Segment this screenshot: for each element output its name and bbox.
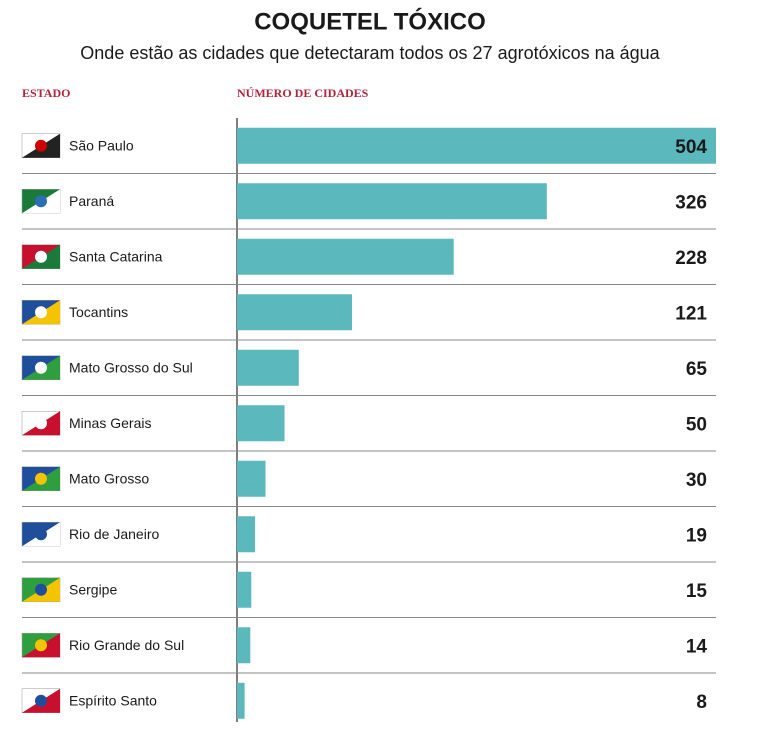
value-label: 228 bbox=[675, 248, 707, 269]
category-label: Rio de Janeiro bbox=[69, 526, 159, 542]
category-label: Minas Gerais bbox=[69, 415, 151, 431]
value-label: 65 bbox=[686, 359, 708, 380]
flag bbox=[35, 195, 47, 208]
category-label: Santa Catarina bbox=[69, 248, 163, 264]
value-label: 121 bbox=[675, 303, 707, 324]
bar bbox=[237, 349, 299, 386]
flag bbox=[35, 417, 47, 430]
value-label: 50 bbox=[686, 414, 707, 435]
category-header: ESTADO bbox=[22, 86, 70, 100]
flag bbox=[35, 250, 47, 263]
flag bbox=[35, 528, 47, 541]
bar bbox=[237, 238, 454, 275]
category-label: Mato Grosso do Sul bbox=[69, 359, 193, 375]
bar bbox=[237, 294, 352, 331]
bar bbox=[237, 682, 245, 719]
flag bbox=[35, 472, 47, 485]
bar bbox=[237, 627, 251, 664]
value-label: 8 bbox=[696, 692, 707, 713]
flag bbox=[35, 583, 47, 596]
flag bbox=[35, 639, 47, 652]
category-label: São Paulo bbox=[69, 137, 134, 153]
value-header: NÚMERO DE CIDADES bbox=[237, 86, 369, 100]
flag bbox=[35, 694, 47, 707]
bar bbox=[237, 571, 252, 608]
flag bbox=[35, 139, 47, 152]
category-label: Tocantins bbox=[69, 304, 128, 320]
category-label: Rio Grande do Sul bbox=[69, 637, 184, 653]
value-label: 504 bbox=[675, 137, 707, 158]
value-label: 14 bbox=[686, 636, 708, 657]
category-label: Mato Grosso bbox=[69, 470, 149, 486]
category-label: Espírito Santo bbox=[69, 692, 157, 708]
value-label: 326 bbox=[675, 192, 707, 213]
flag bbox=[35, 361, 47, 374]
bar bbox=[237, 127, 716, 164]
value-label: 30 bbox=[686, 470, 707, 491]
bar bbox=[237, 516, 256, 553]
category-label: Paraná bbox=[69, 193, 114, 209]
bar bbox=[237, 405, 285, 442]
chart-title: COQUETEL TÓXICO bbox=[254, 7, 486, 35]
value-label: 19 bbox=[686, 525, 707, 546]
bar bbox=[237, 183, 547, 220]
value-label: 15 bbox=[686, 581, 708, 602]
flag bbox=[35, 306, 47, 319]
category-label: Sergipe bbox=[69, 581, 117, 597]
chart-subtitle: Onde estão as cidades que detectaram tod… bbox=[80, 43, 660, 63]
bar bbox=[237, 460, 266, 497]
